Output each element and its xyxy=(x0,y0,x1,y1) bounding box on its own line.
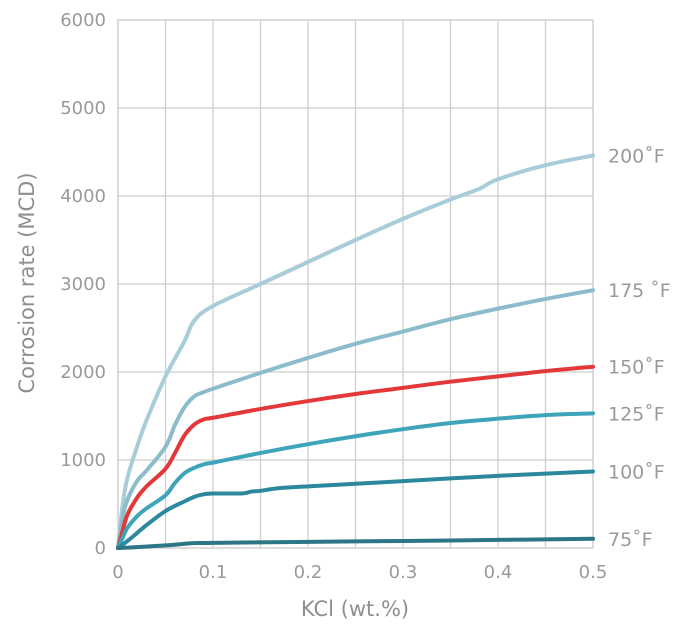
series-line xyxy=(116,469,595,550)
series-line xyxy=(116,364,595,550)
y-tick-label: 0 xyxy=(95,538,106,559)
series-label: 200˚F xyxy=(608,146,665,168)
series-line xyxy=(116,536,595,550)
series-line xyxy=(116,288,595,550)
series-label: 150˚F xyxy=(608,357,665,379)
series-lines xyxy=(116,153,595,550)
x-tick-label: 0.5 xyxy=(579,562,608,583)
series-label: 100˚F xyxy=(608,461,665,483)
series-line xyxy=(116,153,595,550)
y-tick-label: 4000 xyxy=(60,186,106,207)
x-tick-label: 0.4 xyxy=(484,562,513,583)
grid xyxy=(117,19,594,549)
y-tick-label: 6000 xyxy=(60,10,106,31)
series-label: 175 ˚F xyxy=(608,280,671,302)
series-label: 125˚F xyxy=(608,403,665,425)
series-label: 75˚F xyxy=(608,529,653,551)
y-tick-label: 5000 xyxy=(60,98,106,119)
x-axis-title: KCl (wt.%) xyxy=(301,597,409,621)
plot-frame xyxy=(117,19,594,549)
series-line xyxy=(116,411,595,550)
y-tick-label: 3000 xyxy=(60,274,106,295)
y-axis-title: Corrosion rate (MCD) xyxy=(15,172,39,393)
series-labels: 200˚F 175 ˚F 150˚F 125˚F 100˚F 75˚F xyxy=(608,146,671,551)
x-tick-label: 0.1 xyxy=(199,562,228,583)
tick-labels: 0 1000 2000 3000 4000 5000 6000 0 0.1 0.2 0.3 0.4 0.… xyxy=(60,10,607,583)
x-tick-label: 0.3 xyxy=(389,562,418,583)
x-tick-label: 0 xyxy=(112,562,123,583)
y-tick-label: 2000 xyxy=(60,362,106,383)
x-tick-label: 0.2 xyxy=(294,562,323,583)
y-tick-label: 1000 xyxy=(60,450,106,471)
